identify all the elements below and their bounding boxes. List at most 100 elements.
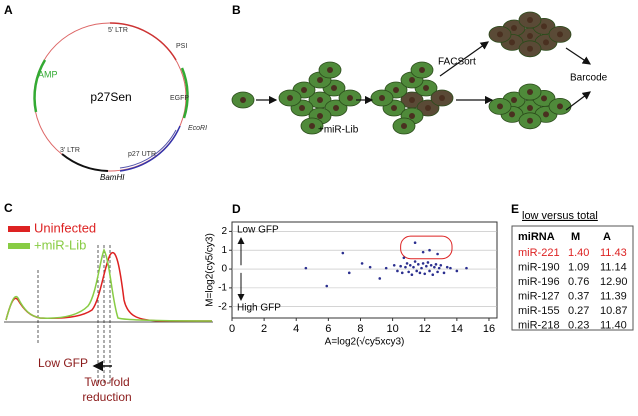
table-cell: 11.14 xyxy=(600,261,627,273)
nucleus xyxy=(425,105,431,111)
point xyxy=(449,266,452,270)
feature-label: PSI xyxy=(176,43,187,50)
point xyxy=(413,241,417,245)
annotation: reduction xyxy=(82,390,131,404)
point xyxy=(436,270,439,274)
panel-label: A xyxy=(4,3,13,17)
point xyxy=(392,263,396,267)
point xyxy=(402,256,406,260)
nucleus xyxy=(409,77,415,83)
annotation: Low GFP xyxy=(38,356,88,370)
nucleus xyxy=(543,39,549,46)
x-tick-label: 0 xyxy=(229,323,235,335)
point xyxy=(442,271,446,275)
table-cell: 11.39 xyxy=(600,290,627,302)
y-tick-label: 2 xyxy=(221,226,227,237)
plot-area xyxy=(231,221,498,319)
x-tick-label: 16 xyxy=(483,323,495,335)
nucleus xyxy=(509,39,515,46)
feature-label: p27 UTR xyxy=(128,151,156,158)
table-cell: 0.76 xyxy=(568,276,589,288)
legend-label: Uninfected xyxy=(34,220,96,235)
feature-label: AMP xyxy=(38,69,58,79)
point xyxy=(415,269,418,273)
nucleus xyxy=(317,97,323,103)
table-cell: miR-190 xyxy=(518,261,560,273)
table-cell: 0.27 xyxy=(568,305,589,317)
nucleus xyxy=(527,45,533,52)
point xyxy=(465,266,468,270)
cell-illustration xyxy=(231,11,572,135)
feature-label: EGFP xyxy=(170,95,189,102)
nucleus xyxy=(317,113,323,119)
point xyxy=(436,252,439,256)
nucleus xyxy=(317,77,323,83)
legend-label: +miR-Lib xyxy=(34,237,86,252)
nucleus xyxy=(527,33,533,39)
nucleus xyxy=(409,113,415,119)
legend-swatch xyxy=(8,226,30,232)
panel-label: C xyxy=(4,201,13,215)
x-tick-label: 4 xyxy=(293,323,299,335)
feature-label: 5' LTR xyxy=(108,27,128,34)
table-cell: 0.23 xyxy=(568,319,589,331)
point xyxy=(325,284,329,288)
panel-label: E xyxy=(511,202,519,216)
table-cell: 11.40 xyxy=(600,319,627,331)
point xyxy=(384,266,388,270)
nucleus xyxy=(393,87,399,93)
nucleus xyxy=(509,111,515,118)
point xyxy=(405,262,409,265)
point xyxy=(429,263,433,267)
point xyxy=(399,264,402,268)
point xyxy=(400,271,404,275)
feature-label: 3' LTR xyxy=(60,147,80,154)
point xyxy=(341,251,345,255)
y-tick-label: 1 xyxy=(221,245,227,256)
arrows xyxy=(256,41,591,111)
nucleus xyxy=(527,117,533,124)
y-tick-label: -1 xyxy=(218,283,227,294)
point xyxy=(412,265,415,269)
point xyxy=(396,269,399,273)
nucleus xyxy=(401,123,407,129)
table-caption: low versus total xyxy=(522,210,598,222)
table-cell: miR-196 xyxy=(518,276,560,288)
point xyxy=(421,250,425,254)
feature-label: BamHI xyxy=(100,173,125,182)
point xyxy=(417,263,420,266)
nucleus xyxy=(497,31,503,38)
nucleus xyxy=(347,95,353,101)
point xyxy=(434,263,438,266)
point xyxy=(439,263,443,267)
annotation: Low GFP xyxy=(237,225,279,236)
point xyxy=(445,265,449,269)
step-label: Barcode xyxy=(570,73,608,84)
point xyxy=(408,263,412,267)
table-cell: miR-218 xyxy=(518,319,560,331)
point xyxy=(378,277,382,280)
nucleus xyxy=(527,105,533,111)
point xyxy=(404,265,407,269)
point xyxy=(455,269,459,273)
nucleus xyxy=(541,23,547,30)
point xyxy=(413,260,417,263)
feature-label: EcoRI xyxy=(188,125,207,132)
nucleus xyxy=(331,85,337,91)
nucleus xyxy=(541,95,547,102)
x-tick-label: 6 xyxy=(325,323,331,335)
nucleus xyxy=(511,97,517,103)
nucleus xyxy=(299,105,305,111)
point xyxy=(410,273,414,277)
annotation: High GFP xyxy=(237,303,281,314)
nucleus xyxy=(557,31,563,38)
table-cell: miR-155 xyxy=(518,305,560,317)
point xyxy=(347,271,351,275)
nucleus xyxy=(527,89,533,95)
point xyxy=(360,262,364,265)
table-cell: 12.90 xyxy=(600,276,628,288)
nucleus xyxy=(419,67,425,73)
point xyxy=(368,265,372,269)
